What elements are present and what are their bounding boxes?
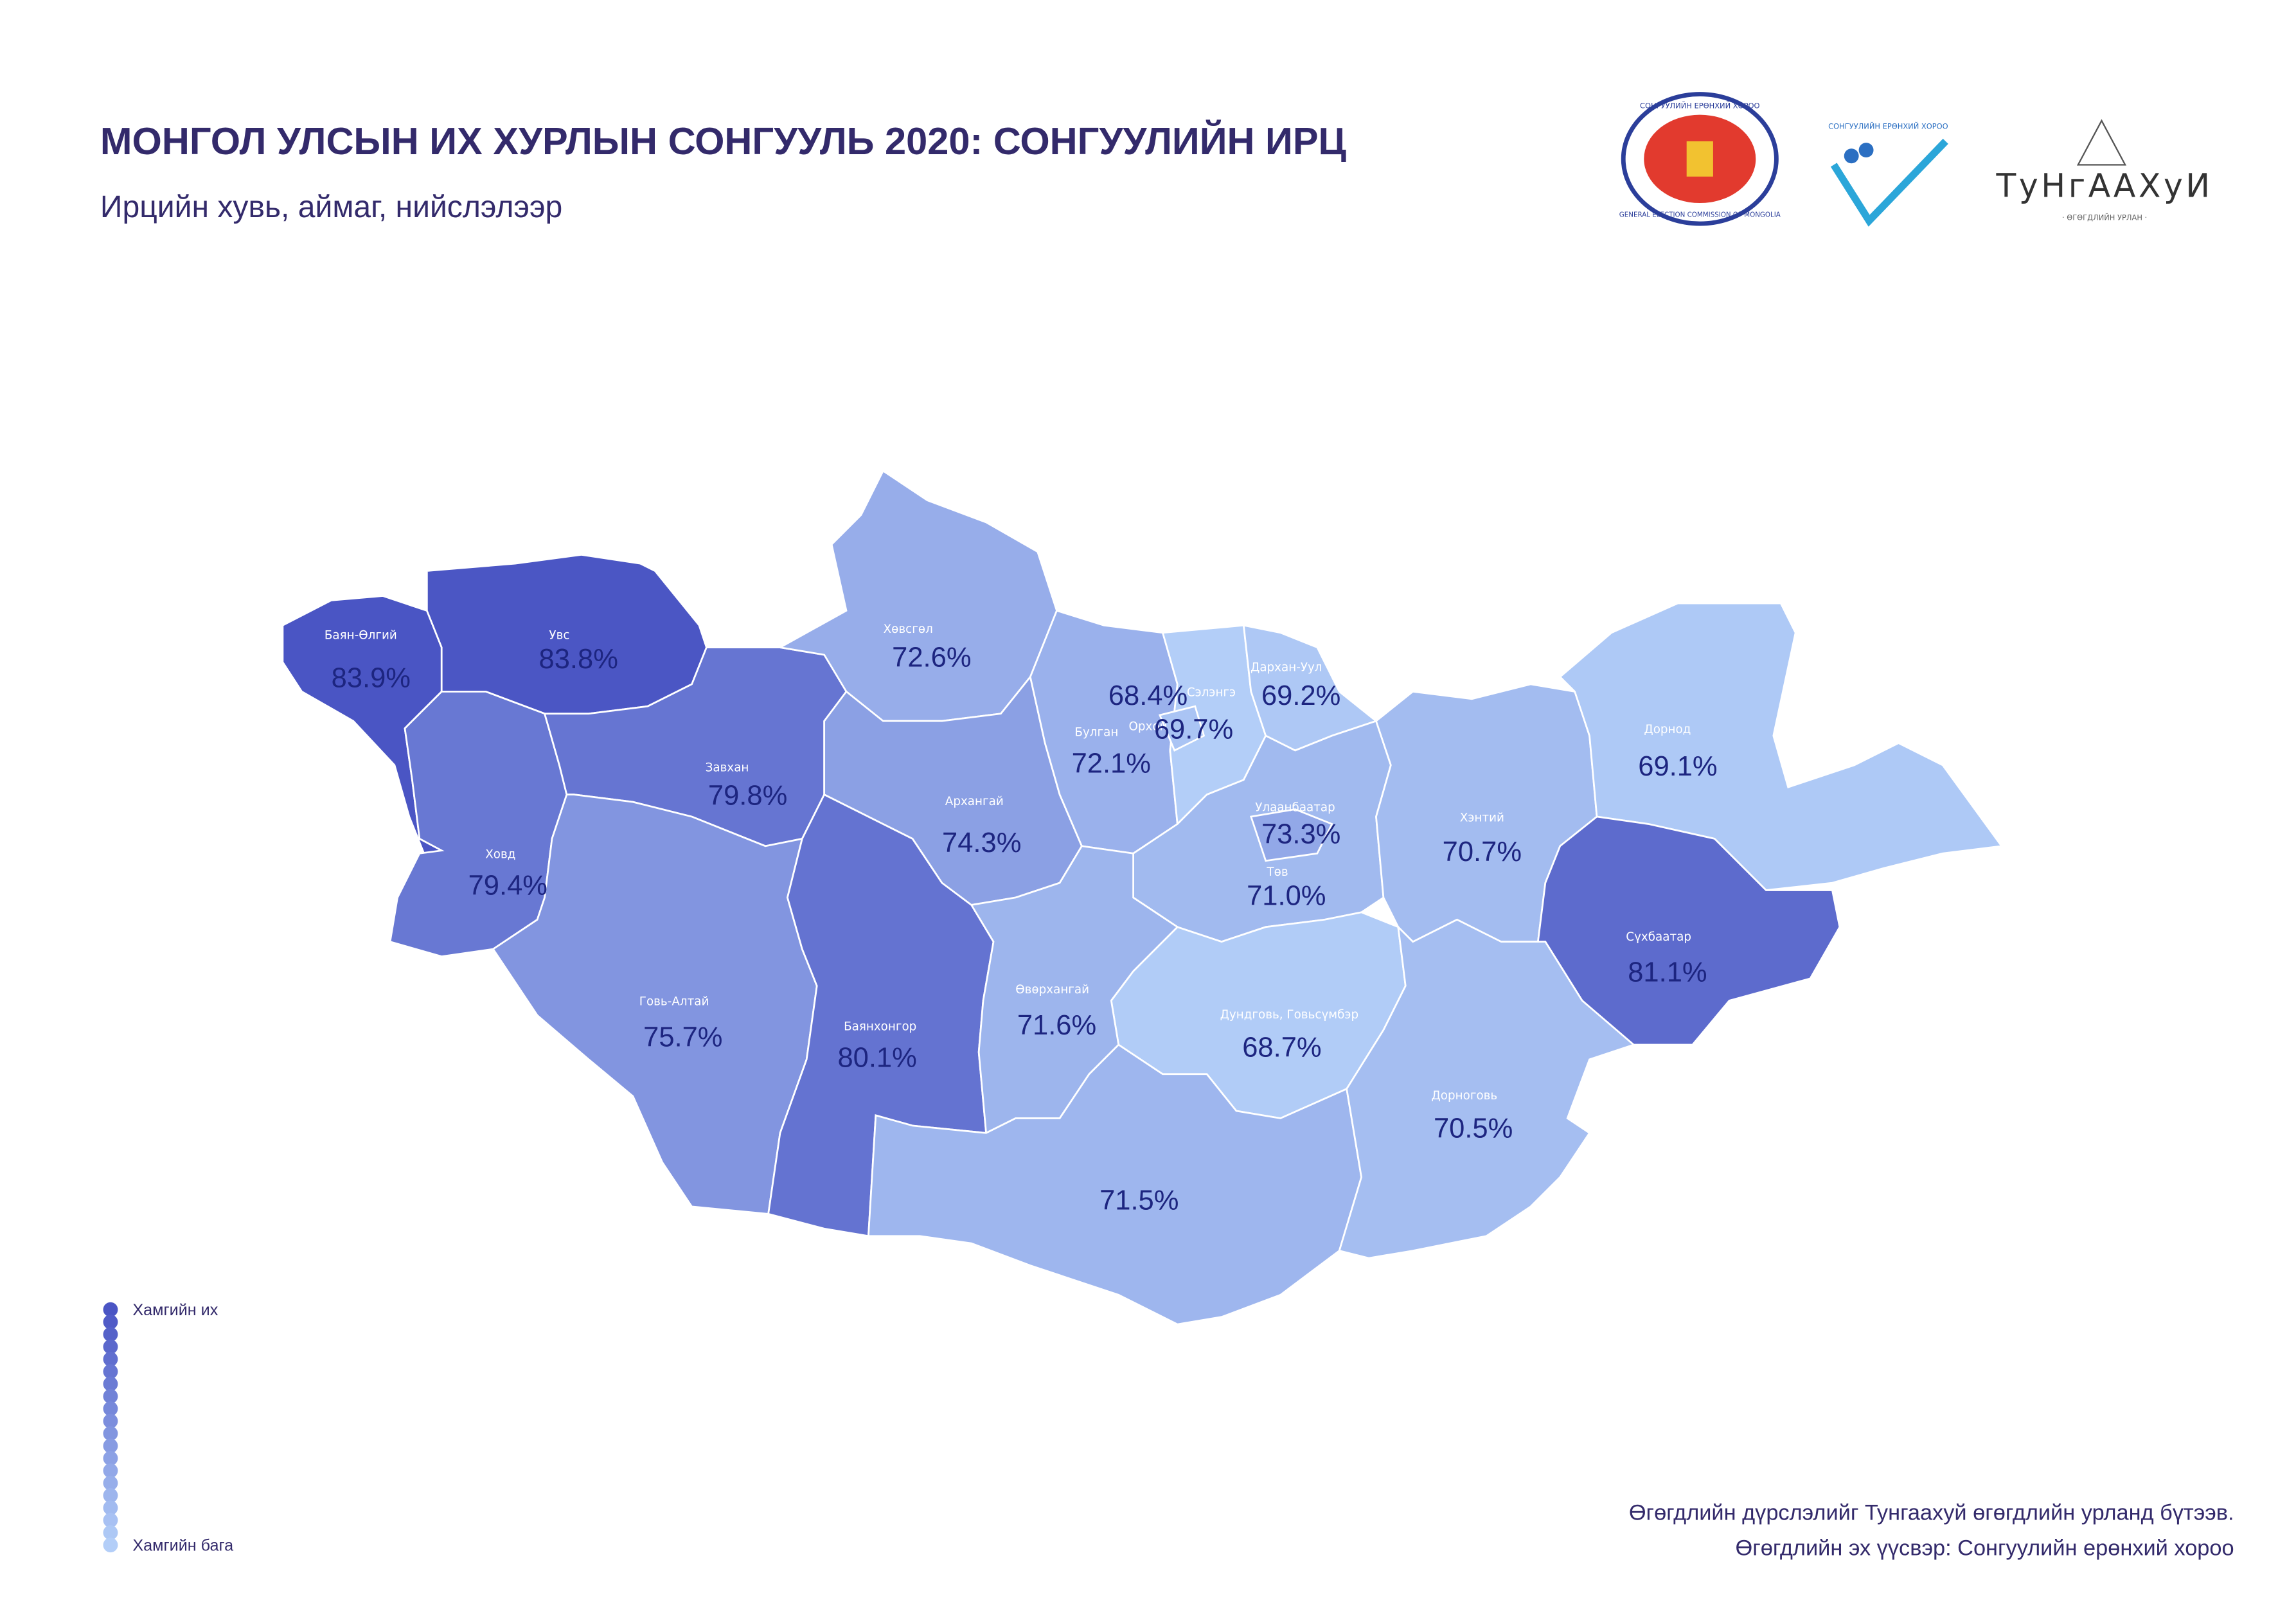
- brand-name: ТуНгААХуИ: [1996, 167, 2213, 205]
- legend-swatch: [103, 1525, 118, 1540]
- region-name: Дархан-Уул: [1250, 661, 1322, 675]
- seal-text: СОНГУУЛИЙН ЕРӨНХИЙ ХОРОО: [1640, 100, 1760, 110]
- logo-check: [1830, 138, 1948, 227]
- region-name: Төв: [1266, 865, 1288, 879]
- region-value-label: 70.7%: [1443, 837, 1522, 867]
- region-value-label: 79.8%: [708, 781, 787, 812]
- region-value-label: 70.5%: [1434, 1113, 1513, 1144]
- region-name: Өмнөговь: [1109, 1163, 1170, 1176]
- region-value-label: 69.7%: [1154, 714, 1233, 745]
- region-name: Булган: [1074, 725, 1118, 739]
- region: [1158, 705, 1206, 752]
- region-name: Улаанбаатар: [1255, 801, 1335, 814]
- region-name: Ховд: [485, 848, 515, 862]
- map-labels: Баян-Өлгий 83.9% Увс 83.8% Ховд 79.4% Завхан 79…: [325, 623, 1718, 1216]
- legend-swatch: [103, 1327, 118, 1342]
- brand-triangle: [2076, 119, 2127, 166]
- legend-swatch: [103, 1414, 118, 1429]
- region-name: Завхан: [706, 761, 749, 774]
- legend-high-label: Хамгийн их: [132, 1301, 218, 1319]
- legend-swatch: [103, 1475, 118, 1491]
- region-name: Увс: [549, 628, 569, 642]
- region-name: Хөвсгөл: [884, 623, 933, 636]
- legend-swatch: [103, 1512, 118, 1528]
- region: [1249, 808, 1333, 862]
- logo-dot: [1844, 148, 1859, 164]
- region-name: Сүхбаатар: [1626, 930, 1691, 944]
- legend-swatch: [103, 1463, 118, 1478]
- region-value-label: 69.2%: [1261, 680, 1340, 711]
- region-value-label: 71.5%: [1099, 1185, 1179, 1216]
- region-value-label: 72.6%: [892, 642, 971, 673]
- legend-swatch: [103, 1302, 118, 1317]
- region-value-label: 83.8%: [539, 644, 618, 675]
- logo-dot: [1858, 143, 1874, 158]
- region-value-label: 71.6%: [1017, 1010, 1096, 1041]
- legend-swatch: [103, 1426, 118, 1441]
- legend-swatch: [103, 1351, 118, 1367]
- region-name: Дорнод: [1644, 723, 1691, 736]
- legend-swatch: [103, 1500, 118, 1516]
- legend-swatch: [103, 1388, 118, 1404]
- region-value-label: 74.3%: [942, 828, 1021, 858]
- seal-emblem: [1686, 141, 1713, 177]
- region-value-label: 71.0%: [1247, 880, 1326, 911]
- region-name: Архангай: [945, 795, 1004, 808]
- region-value-label: 75.7%: [643, 1022, 722, 1052]
- legend-swatch: [103, 1488, 118, 1503]
- gec-mark-text: СОНГУУЛИЙН ЕРӨНХИЙ ХОРОО: [1828, 121, 1948, 130]
- legend: Хамгийн их Хамгийн бага: [103, 1301, 234, 1555]
- region-value-label: 68.4%: [1108, 680, 1188, 711]
- region: [1338, 918, 1635, 1259]
- region-value-label: 83.9%: [332, 663, 411, 694]
- legend-swatch: [103, 1315, 118, 1329]
- legend-swatch: [103, 1438, 118, 1453]
- footer-source: Өгөгдлийн эх үүсвэр: Сонгуулийн ерөнхий …: [1736, 1536, 2234, 1561]
- region-name: Баян-Өлгий: [325, 628, 397, 642]
- legend-swatch: [103, 1339, 118, 1354]
- region: [1536, 815, 1841, 1046]
- region-value-label: 68.7%: [1242, 1032, 1321, 1063]
- map: [281, 469, 2004, 1326]
- region-name: Хэнтий: [1460, 811, 1504, 824]
- legend-swatch: [103, 1538, 118, 1553]
- footer-credit: Өгөгдлийн дүрслэлийг Тунгаахуй өгөгдлийн…: [1629, 1501, 2234, 1525]
- brand-logo: ТуНгААХуИ · ӨГӨГДЛИЙН УРЛАН ·: [1996, 119, 2213, 222]
- legend-swatch: [103, 1364, 118, 1379]
- region-name: Орхон: [1128, 720, 1167, 733]
- region-value-label: 80.1%: [837, 1042, 916, 1073]
- legend-swatch: [103, 1401, 118, 1416]
- region-value-label: 69.1%: [1638, 751, 1717, 782]
- gec-seal-logo: СОНГУУЛИЙН ЕРӨНХИЙ ХОРОО GENERAL ELECTIO…: [1619, 92, 1781, 226]
- region-name: Дундговь, Говьсүмбэр: [1220, 1008, 1358, 1022]
- region-value-label: 79.4%: [468, 870, 547, 901]
- legend-low-label: Хамгийн бага: [132, 1537, 234, 1555]
- legend-swatch: [103, 1451, 118, 1466]
- seal-text-en: GENERAL ELECTION COMMISSION OF MONGOLIA: [1619, 211, 1781, 218]
- region-name: Сэлэнгэ: [1187, 686, 1236, 700]
- brand-tagline: · ӨГӨГДЛИЙН УРЛАН ·: [2062, 212, 2147, 222]
- legend-swatch: [103, 1376, 118, 1392]
- region-value-label: 81.1%: [1628, 957, 1707, 988]
- region-name: Өвөрхангай: [1015, 983, 1089, 997]
- region-value-label: 72.1%: [1072, 748, 1151, 779]
- region-name: Говь-Алтай: [639, 995, 709, 1009]
- subtitle: Ирцийн хувь, аймаг, нийслэлээр: [100, 190, 562, 224]
- gec-mark-logo: СОНГУУЛИЙН ЕРӨНХИЙ ХОРОО: [1828, 121, 1948, 227]
- region-name: Дорноговь: [1432, 1089, 1498, 1103]
- region-name: Баянхонгор: [844, 1020, 916, 1034]
- title: МОНГОЛ УЛСЫН ИХ ХУРЛЫН СОНГУУЛЬ 2020: СО…: [100, 120, 1347, 163]
- region-value-label: 73.3%: [1261, 819, 1340, 849]
